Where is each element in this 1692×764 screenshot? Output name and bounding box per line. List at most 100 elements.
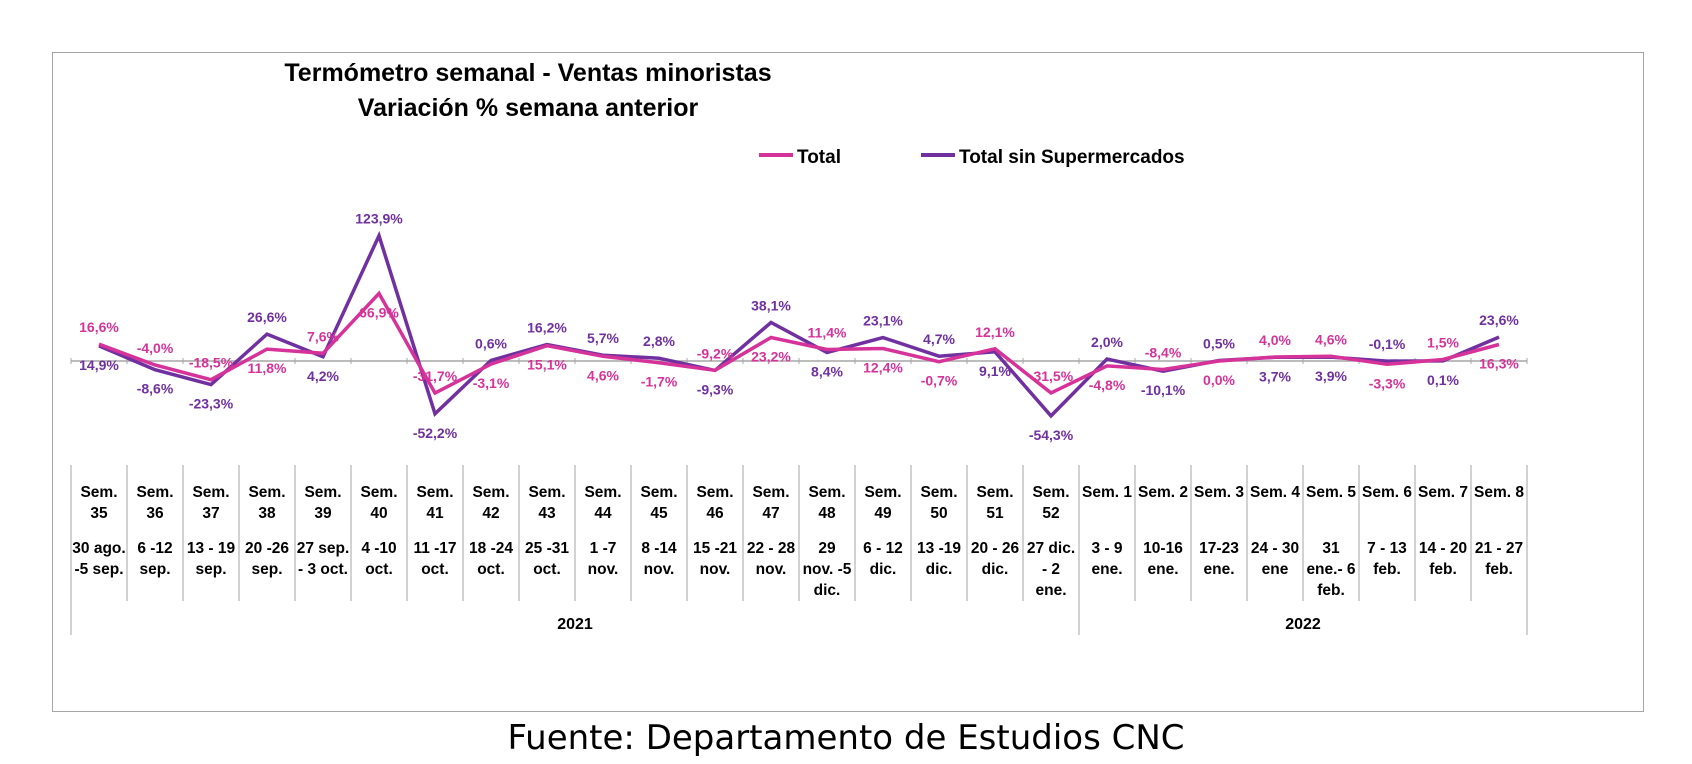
week-label: Sem. (752, 484, 789, 501)
series-line-0 (98, 290, 1500, 396)
date-label: 13 - 19 (187, 540, 236, 557)
data-label: 66,9% (359, 304, 399, 320)
date-label: sep. (139, 561, 170, 578)
date-label: oct. (421, 561, 449, 578)
data-label: -8,6% (137, 381, 174, 397)
week-label: Sem. 8 (1474, 484, 1524, 501)
data-label: 26,6% (247, 309, 287, 325)
data-label: -8,4% (1145, 345, 1182, 361)
data-label: 1,5% (1427, 335, 1459, 351)
week-label: Sem. 6 (1362, 484, 1412, 501)
data-label: -23,3% (189, 396, 234, 412)
week-label: 44 (594, 505, 612, 522)
data-label: -18,5% (189, 355, 234, 371)
chart-frame: Termómetro semanal - Ventas minoristas Va… (52, 52, 1644, 712)
chart-title-line: Variación % semana anterior (358, 94, 699, 122)
week-label: Sem. (1032, 484, 1069, 501)
date-label: nov. (756, 561, 787, 578)
date-label: 1 -7 (590, 540, 617, 557)
week-label: Sem. (136, 484, 173, 501)
date-label: 29 (818, 540, 836, 557)
data-label: -4,8% (1089, 377, 1126, 393)
week-label: Sem. (416, 484, 453, 501)
data-label: 9,1% (979, 363, 1011, 379)
data-label: 3,9% (1315, 368, 1347, 384)
date-label: 17-23 (1199, 540, 1239, 557)
year-label: 2022 (1285, 616, 1321, 633)
data-label: 16,3% (1479, 356, 1519, 372)
data-label: 16,6% (79, 319, 119, 335)
date-label: 3 - 9 (1091, 540, 1122, 557)
week-label: 45 (650, 505, 668, 522)
data-label: 3,7% (1259, 368, 1291, 384)
date-label: feb. (1317, 582, 1345, 599)
date-label: oct. (365, 561, 393, 578)
week-label: Sem. 2 (1138, 484, 1188, 501)
week-label: 36 (146, 505, 164, 522)
week-label: 35 (90, 505, 108, 522)
data-label: -4,0% (137, 340, 174, 356)
week-label: Sem. 5 (1306, 484, 1356, 501)
data-label: 14,9% (79, 357, 119, 373)
x-axis (70, 358, 1528, 635)
week-label: Sem. (304, 484, 341, 501)
week-label: Sem. 7 (1418, 484, 1468, 501)
data-label: 11,8% (248, 360, 287, 376)
date-label: 11 -17 (413, 540, 456, 557)
week-label: 38 (258, 505, 276, 522)
date-label: 31 (1322, 540, 1340, 557)
date-label: nov. (644, 561, 675, 578)
date-label: 15 -21 (693, 540, 737, 557)
data-label: 7,6% (307, 328, 339, 344)
data-label: -9,3% (697, 381, 734, 397)
legend-label-1: Total sin Supermercados (959, 147, 1185, 168)
week-label: 48 (818, 505, 836, 522)
week-label: Sem. (192, 484, 229, 501)
week-label: Sem. (248, 484, 285, 501)
data-label: 0,0% (1203, 372, 1235, 388)
data-label: 4,6% (587, 367, 619, 383)
date-label: 22 - 28 (747, 540, 796, 557)
week-label: Sem. 4 (1250, 484, 1300, 501)
chart-title: Termómetro semanal - Ventas minoristas Va… (284, 59, 771, 122)
week-label: Sem. (360, 484, 397, 501)
data-label: 16,2% (527, 320, 567, 336)
date-label: - 2 (1042, 561, 1060, 578)
date-label: 21 - 27 (1475, 540, 1523, 557)
week-label: Sem. (472, 484, 509, 501)
date-label: nov. (588, 561, 619, 578)
date-label: dic. (870, 561, 897, 578)
week-label: 51 (986, 505, 1004, 522)
data-label: 0,6% (475, 335, 507, 351)
data-label: -31,5% (1029, 368, 1074, 384)
data-label: 123,9% (355, 211, 403, 227)
data-label: 5,7% (587, 330, 619, 346)
week-label: Sem. (584, 484, 621, 501)
date-label: ene (1262, 561, 1289, 578)
date-label: -5 sep. (74, 561, 123, 578)
year-label: 2021 (557, 616, 593, 633)
date-label: dic. (814, 582, 841, 599)
data-label: -0,7% (921, 373, 958, 389)
date-label: feb. (1373, 561, 1401, 578)
date-label: 25 -31 (525, 540, 569, 557)
week-label: 39 (314, 505, 332, 522)
date-label: dic. (926, 561, 953, 578)
date-label: 10-16 (1143, 540, 1183, 557)
date-label: ene. (1203, 561, 1234, 578)
date-label: 30 ago. (72, 540, 125, 557)
data-label: -1,7% (641, 374, 678, 390)
data-label: 12,1% (975, 324, 1015, 340)
week-label: Sem. 3 (1194, 484, 1244, 501)
week-label: Sem. (920, 484, 957, 501)
date-label: oct. (533, 561, 561, 578)
data-label: -54,3% (1029, 427, 1074, 443)
date-label: feb. (1429, 561, 1457, 578)
date-label: ene.- 6 (1306, 561, 1355, 578)
week-label: 43 (538, 505, 556, 522)
date-label: oct. (477, 561, 505, 578)
week-label: Sem. (640, 484, 677, 501)
date-label: sep. (251, 561, 282, 578)
date-label: dic. (982, 561, 1009, 578)
week-label: 50 (930, 505, 947, 522)
